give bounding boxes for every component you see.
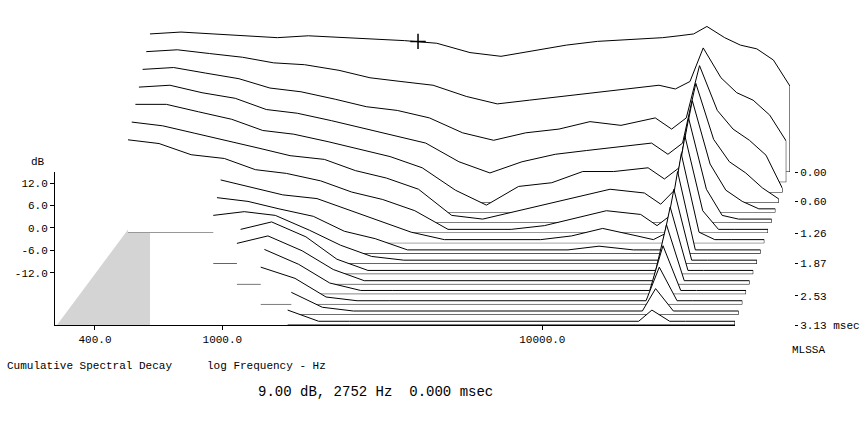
svg-text:1000.0: 1000.0: [203, 334, 243, 346]
svg-text:1.26: 1.26: [800, 228, 826, 240]
svg-text:dB: dB: [31, 156, 45, 168]
svg-text:9.00 dB, 2752 Hz 0.000 msec: 9.00 dB, 2752 Hz 0.000 msec: [258, 384, 493, 400]
svg-text:6.0: 6.0: [28, 200, 48, 212]
svg-text:0.60: 0.60: [800, 196, 826, 208]
svg-text:Cumulative Spectral Decay: Cumulative Spectral Decay: [7, 360, 172, 372]
svg-text:10000.0: 10000.0: [519, 334, 565, 346]
svg-text:400.0: 400.0: [78, 334, 111, 346]
svg-text:12.0: 12.0: [21, 178, 47, 190]
svg-text:1.87: 1.87: [800, 258, 826, 270]
svg-text:log Frequency - Hz: log Frequency - Hz: [207, 360, 326, 372]
svg-text:MLSSA: MLSSA: [792, 344, 825, 356]
svg-text:2.53: 2.53: [800, 291, 826, 303]
svg-text:0.00: 0.00: [800, 167, 826, 179]
svg-text:0.0: 0.0: [28, 223, 48, 235]
svg-text:-6.0: -6.0: [21, 245, 47, 257]
svg-text:3.13 msec: 3.13 msec: [800, 320, 859, 332]
svg-text:-12.0: -12.0: [15, 268, 48, 280]
